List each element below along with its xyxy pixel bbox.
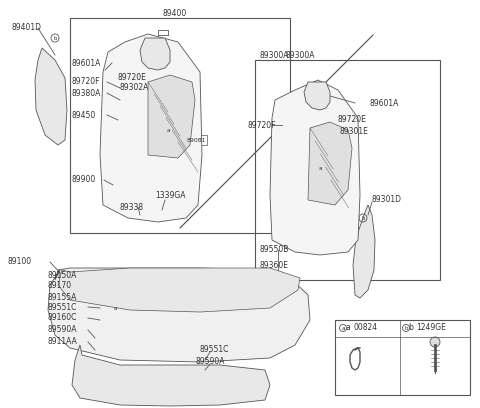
Text: 89170: 89170 xyxy=(48,281,72,290)
Text: 89551C: 89551C xyxy=(200,346,229,355)
Polygon shape xyxy=(304,82,330,110)
Text: 89720E: 89720E xyxy=(338,115,367,124)
Polygon shape xyxy=(148,75,195,158)
Text: 89301E: 89301E xyxy=(340,127,369,137)
Text: 00824: 00824 xyxy=(354,324,378,333)
Text: 89400: 89400 xyxy=(163,9,187,18)
Text: 1339GA: 1339GA xyxy=(155,191,185,200)
Text: 89360E: 89360E xyxy=(260,260,289,270)
Polygon shape xyxy=(58,268,300,312)
Text: 89720E: 89720E xyxy=(118,73,147,82)
Text: 89300A: 89300A xyxy=(260,51,289,60)
Text: a: a xyxy=(318,166,322,171)
Bar xyxy=(185,135,207,145)
Text: 89601A: 89601A xyxy=(370,98,399,107)
Text: 89302A: 89302A xyxy=(120,84,149,93)
Text: 89900: 89900 xyxy=(72,175,96,184)
Text: 89338: 89338 xyxy=(120,202,144,211)
Polygon shape xyxy=(140,38,170,70)
Text: 89081: 89081 xyxy=(186,137,206,142)
Text: 89720F: 89720F xyxy=(72,78,100,86)
Text: b: b xyxy=(404,326,408,330)
Text: b: b xyxy=(53,35,57,40)
Text: a: a xyxy=(166,127,170,133)
Circle shape xyxy=(430,337,440,347)
Text: b: b xyxy=(408,324,413,333)
Text: 89601A: 89601A xyxy=(72,58,101,67)
Text: 89590A: 89590A xyxy=(195,357,225,366)
Text: 89301D: 89301D xyxy=(372,195,402,204)
Text: 89380A: 89380A xyxy=(72,89,101,98)
Polygon shape xyxy=(100,34,202,222)
Polygon shape xyxy=(35,48,67,145)
Polygon shape xyxy=(308,122,352,205)
Polygon shape xyxy=(48,268,310,362)
Bar xyxy=(70,18,290,233)
Bar xyxy=(255,60,440,280)
Bar xyxy=(192,285,210,305)
Text: 89401D: 89401D xyxy=(12,24,42,33)
Text: 89150A: 89150A xyxy=(48,271,77,279)
Text: 8911AA: 8911AA xyxy=(48,337,78,346)
Text: a: a xyxy=(341,326,345,330)
Text: 89550B: 89550B xyxy=(260,246,289,255)
Bar xyxy=(155,282,215,337)
Text: 89160C: 89160C xyxy=(48,313,77,322)
Text: 89155A: 89155A xyxy=(48,293,77,302)
Bar xyxy=(160,285,182,305)
Text: a: a xyxy=(113,306,117,310)
Text: 89300A: 89300A xyxy=(285,51,315,60)
Text: 1249GE: 1249GE xyxy=(416,324,446,333)
Text: b: b xyxy=(361,215,365,220)
Polygon shape xyxy=(353,205,375,298)
Text: 89720F: 89720F xyxy=(248,120,276,129)
Text: 89551C: 89551C xyxy=(48,302,77,311)
Text: a: a xyxy=(345,324,350,333)
Text: 89450: 89450 xyxy=(72,111,96,120)
Polygon shape xyxy=(270,80,360,255)
Bar xyxy=(335,320,470,395)
Text: 89100: 89100 xyxy=(8,257,32,266)
Polygon shape xyxy=(72,345,270,406)
Text: 89590A: 89590A xyxy=(48,326,77,335)
